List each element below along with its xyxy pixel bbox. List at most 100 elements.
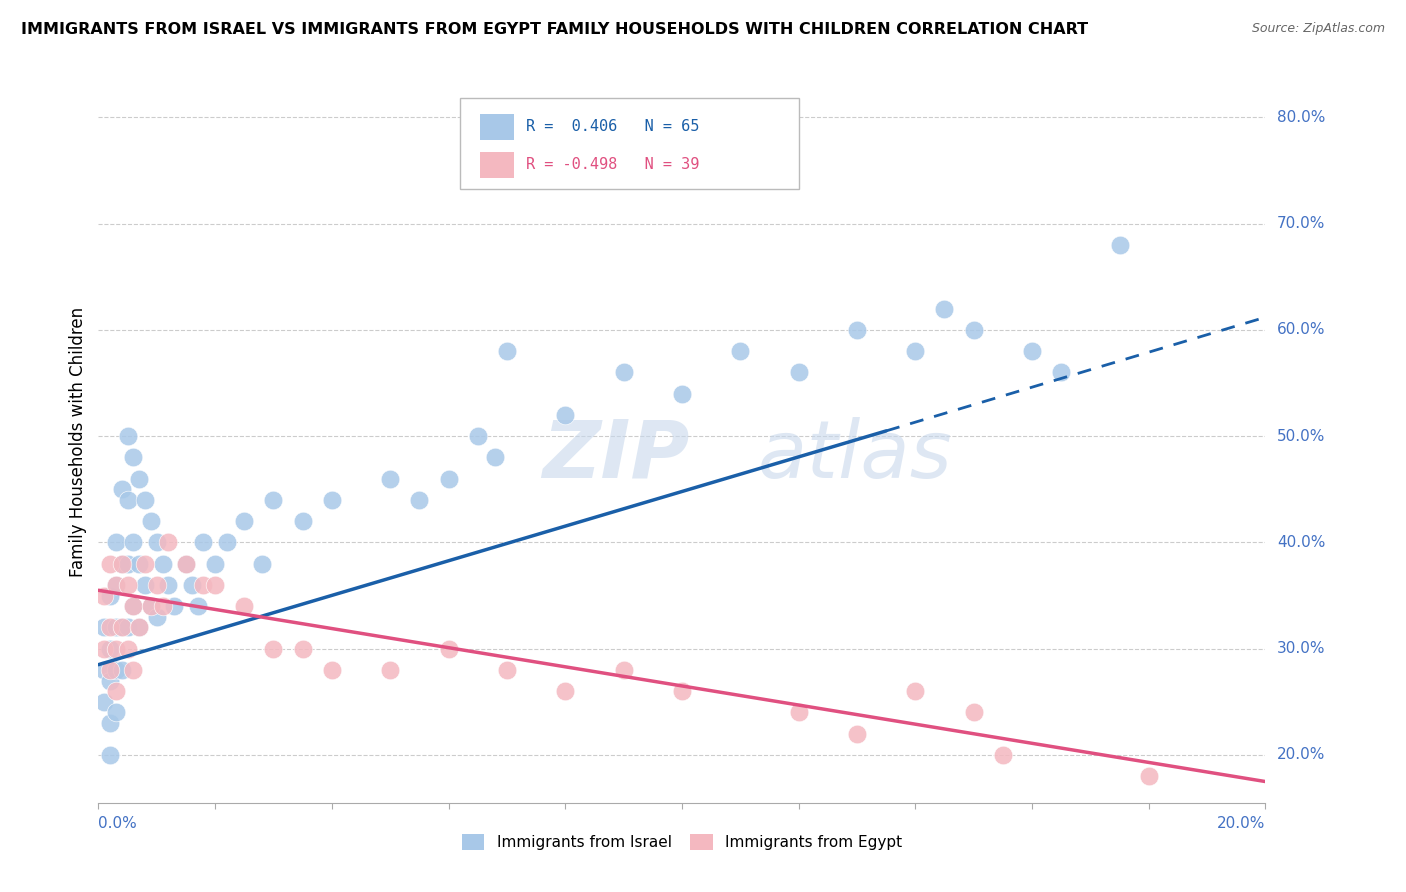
Text: 70.0%: 70.0% <box>1277 216 1326 231</box>
Point <box>111 663 134 677</box>
Point <box>93 663 115 677</box>
Point <box>554 684 576 698</box>
Point <box>117 557 139 571</box>
Text: R =  0.406   N = 65: R = 0.406 N = 65 <box>526 119 699 134</box>
Point <box>134 493 156 508</box>
Point <box>98 589 121 603</box>
Point <box>128 557 150 571</box>
Point <box>496 663 519 677</box>
FancyBboxPatch shape <box>479 152 513 178</box>
Text: 20.0%: 20.0% <box>1277 747 1326 763</box>
Point <box>163 599 186 614</box>
Text: 50.0%: 50.0% <box>1277 429 1326 443</box>
Point <box>104 578 127 592</box>
Point <box>128 620 150 634</box>
Point <box>98 716 121 731</box>
Point <box>98 557 121 571</box>
Point <box>187 599 209 614</box>
Legend: Immigrants from Israel, Immigrants from Egypt: Immigrants from Israel, Immigrants from … <box>456 829 908 856</box>
Point <box>104 641 127 656</box>
Point <box>104 663 127 677</box>
Point <box>152 599 174 614</box>
Point <box>787 706 810 720</box>
Point <box>437 472 460 486</box>
Point <box>934 301 956 316</box>
Point <box>846 323 869 337</box>
Point <box>117 429 139 443</box>
Point <box>904 344 927 359</box>
Text: R = -0.498   N = 39: R = -0.498 N = 39 <box>526 157 699 172</box>
Point <box>204 578 226 592</box>
Point <box>122 663 145 677</box>
Point <box>122 599 145 614</box>
Point <box>98 747 121 762</box>
Point <box>146 610 169 624</box>
Point <box>93 620 115 634</box>
FancyBboxPatch shape <box>479 113 513 139</box>
Point <box>291 641 314 656</box>
Y-axis label: Family Households with Children: Family Households with Children <box>69 307 87 576</box>
FancyBboxPatch shape <box>460 98 799 189</box>
Text: IMMIGRANTS FROM ISRAEL VS IMMIGRANTS FROM EGYPT FAMILY HOUSEHOLDS WITH CHILDREN : IMMIGRANTS FROM ISRAEL VS IMMIGRANTS FRO… <box>21 22 1088 37</box>
Point <box>1108 238 1130 252</box>
Point <box>139 514 162 528</box>
Point <box>134 578 156 592</box>
Point <box>467 429 489 443</box>
Point <box>111 620 134 634</box>
Point <box>612 366 634 380</box>
Point <box>117 578 139 592</box>
Point <box>991 747 1014 762</box>
Point <box>104 706 127 720</box>
Point <box>146 535 169 549</box>
Point <box>787 366 810 380</box>
Point <box>962 323 984 337</box>
Point <box>122 535 145 549</box>
Point <box>93 641 115 656</box>
Point <box>174 557 197 571</box>
Point <box>157 535 180 549</box>
Point <box>104 684 127 698</box>
Point <box>128 472 150 486</box>
Point <box>180 578 202 592</box>
Point <box>262 641 284 656</box>
Point <box>98 641 121 656</box>
Point <box>204 557 226 571</box>
Text: 80.0%: 80.0% <box>1277 110 1326 125</box>
Point <box>93 695 115 709</box>
Point <box>122 599 145 614</box>
Text: 60.0%: 60.0% <box>1277 323 1326 337</box>
Point <box>93 589 115 603</box>
Point <box>846 727 869 741</box>
Point <box>146 578 169 592</box>
Point <box>554 408 576 422</box>
Point <box>104 620 127 634</box>
Point <box>250 557 273 571</box>
Text: Source: ZipAtlas.com: Source: ZipAtlas.com <box>1251 22 1385 36</box>
Point <box>157 578 180 592</box>
Point <box>104 578 127 592</box>
Point <box>671 684 693 698</box>
Point <box>139 599 162 614</box>
Point <box>193 535 215 549</box>
Point <box>117 620 139 634</box>
Point <box>1137 769 1160 783</box>
Point <box>408 493 430 508</box>
Text: 40.0%: 40.0% <box>1277 535 1326 550</box>
Point <box>904 684 927 698</box>
Point <box>117 493 139 508</box>
Point <box>134 557 156 571</box>
Point <box>215 535 238 549</box>
Point <box>98 663 121 677</box>
Text: 0.0%: 0.0% <box>98 815 138 830</box>
Point <box>98 673 121 688</box>
Point <box>122 450 145 465</box>
Point <box>962 706 984 720</box>
Point <box>730 344 752 359</box>
Point <box>484 450 506 465</box>
Point <box>104 535 127 549</box>
Point <box>437 641 460 656</box>
Point <box>98 620 121 634</box>
Text: ZIP: ZIP <box>541 417 689 495</box>
Point <box>152 557 174 571</box>
Point <box>233 599 256 614</box>
